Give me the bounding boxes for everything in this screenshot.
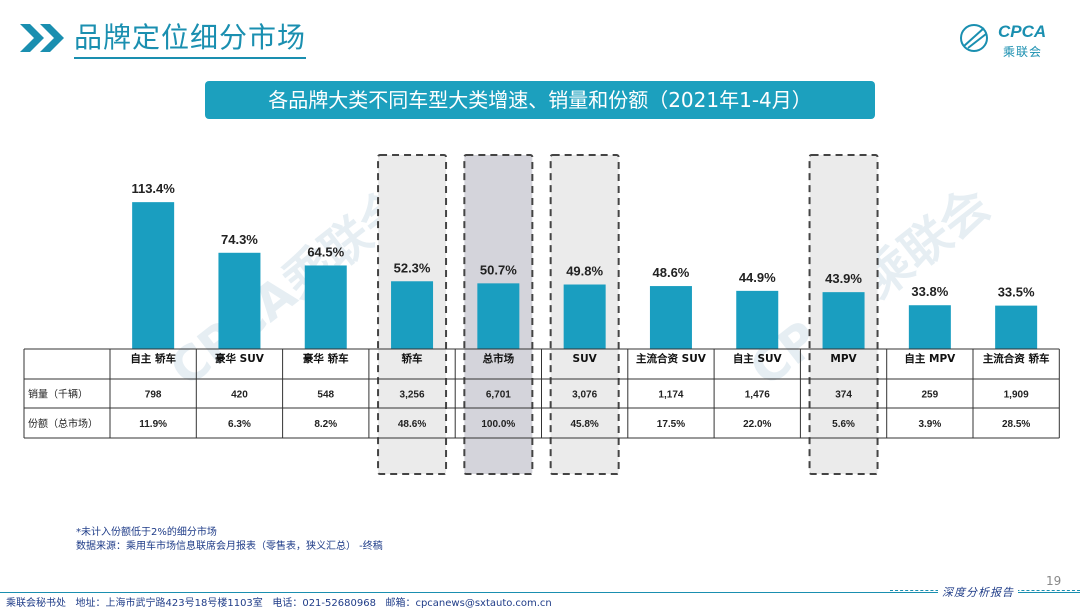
bar bbox=[477, 283, 520, 349]
data-label: 33.5% bbox=[998, 285, 1035, 300]
data-label: 74.3% bbox=[221, 232, 258, 247]
category-label: SUV bbox=[573, 353, 598, 365]
table-cell: 1,476 bbox=[745, 390, 770, 401]
category-label: MPV bbox=[830, 353, 857, 365]
note-exclusion: *未计入份额低于2%的细分市场 bbox=[76, 527, 217, 538]
category-label: 自主 MPV bbox=[904, 352, 956, 365]
data-label: 33.8% bbox=[911, 284, 948, 299]
table-cell: 3.9% bbox=[918, 419, 941, 430]
bar bbox=[908, 305, 951, 349]
table-cell: 259 bbox=[922, 390, 939, 401]
category-label: 自主 轿车 bbox=[130, 352, 176, 365]
table-cell: 5.6% bbox=[832, 419, 855, 430]
table-cell: 3,256 bbox=[400, 390, 425, 401]
note-source: 数据来源：乘用车市场信息联席会月报表（零售表，狭义汇总） -终稿 bbox=[76, 541, 383, 552]
logo-text: CPCA bbox=[998, 22, 1047, 41]
table-cell: 1,174 bbox=[658, 390, 683, 401]
data-label: 48.6% bbox=[653, 265, 690, 280]
table-row-label: 份额（总市场） bbox=[28, 417, 98, 430]
category-label: 主流合资 轿车 bbox=[983, 352, 1050, 365]
table-cell: 3,076 bbox=[572, 390, 597, 401]
table-cell: 6.3% bbox=[228, 419, 251, 430]
footer-contact: 乘联会秘书处 地址：上海市武宁路423号18号楼1103室 电话：021-526… bbox=[6, 598, 552, 609]
table-cell: 22.0% bbox=[743, 419, 771, 430]
chevron-icon bbox=[20, 24, 64, 52]
logo-subtext: 乘联会 bbox=[1003, 45, 1043, 59]
bar bbox=[304, 265, 347, 349]
bar bbox=[649, 286, 692, 349]
table-cell: 420 bbox=[231, 390, 248, 401]
chart-notes: *未计入份额低于2%的细分市场 数据来源：乘用车市场信息联席会月报表（零售表，狭… bbox=[76, 526, 383, 554]
bar bbox=[995, 305, 1038, 349]
data-label: 44.9% bbox=[739, 270, 776, 285]
table-cell: 28.5% bbox=[1002, 419, 1030, 430]
bar bbox=[218, 252, 261, 349]
bar bbox=[132, 202, 175, 349]
category-label: 总市场 bbox=[483, 352, 515, 365]
category-label: 豪华 轿车 bbox=[303, 352, 349, 365]
table-cell: 548 bbox=[317, 390, 334, 401]
footer-divider bbox=[0, 592, 1080, 593]
bar bbox=[563, 284, 606, 349]
category-label: 豪华 SUV bbox=[215, 352, 265, 365]
table-cell: 6,701 bbox=[486, 390, 511, 401]
data-label: 49.8% bbox=[566, 264, 603, 279]
page-number: 19 bbox=[1046, 574, 1062, 588]
bar bbox=[736, 290, 779, 349]
data-label: 52.3% bbox=[394, 260, 431, 275]
table-cell: 48.6% bbox=[398, 419, 426, 430]
table-cell: 1,909 bbox=[1004, 390, 1029, 401]
category-label: 自主 SUV bbox=[733, 352, 783, 365]
table-cell: 17.5% bbox=[657, 419, 685, 430]
table-cell: 45.8% bbox=[570, 419, 598, 430]
data-label: 50.7% bbox=[480, 262, 517, 277]
table-cell: 11.9% bbox=[139, 419, 167, 430]
table-cell: 798 bbox=[145, 390, 162, 401]
category-label: 轿车 bbox=[402, 352, 423, 365]
data-label: 64.5% bbox=[307, 244, 344, 259]
data-label: 43.9% bbox=[825, 271, 862, 286]
page-title: 品牌定位细分市场 bbox=[74, 20, 307, 59]
table-row-label: 销量（千辆） bbox=[28, 388, 88, 401]
chart-title-banner: 各品牌大类不同车型大类增速、销量和份额（2021年1-4月） bbox=[205, 81, 875, 119]
table-cell: 100.0% bbox=[481, 419, 515, 430]
category-label: 主流合资 SUV bbox=[636, 352, 707, 365]
cpca-logo-icon bbox=[960, 24, 988, 52]
table-cell: 8.2% bbox=[314, 419, 337, 430]
footer-tagline: 深度分析报告 bbox=[938, 584, 1018, 600]
bar bbox=[822, 292, 865, 349]
table-cell: 374 bbox=[835, 390, 852, 401]
bar bbox=[391, 281, 434, 349]
data-label: 113.4% bbox=[131, 181, 175, 196]
